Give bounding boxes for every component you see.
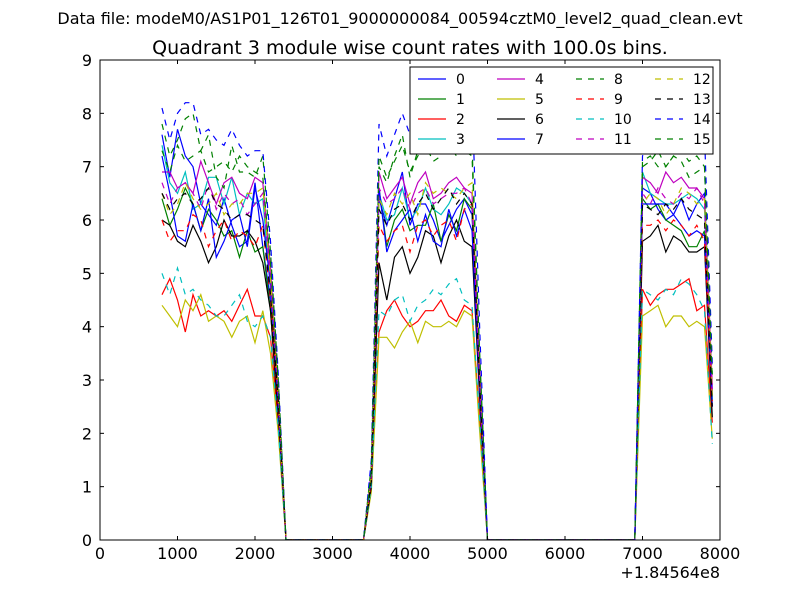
series-line-13 xyxy=(161,186,713,540)
legend-label-9: 9 xyxy=(614,92,623,108)
legend-label-4: 4 xyxy=(535,72,544,88)
x-tick-label: 1000 xyxy=(157,544,198,563)
chart-title: Quadrant 3 module wise count rates with … xyxy=(152,37,668,59)
y-tick-label: 2 xyxy=(82,424,92,443)
legend-label-7: 7 xyxy=(535,132,544,148)
y-tick-label: 9 xyxy=(82,51,92,70)
y-tick-label: 1 xyxy=(82,478,92,497)
y-tick-label: 0 xyxy=(82,531,92,550)
y-tick-label: 3 xyxy=(82,371,92,390)
x-tick-label: 3000 xyxy=(312,544,353,563)
legend-label-12: 12 xyxy=(693,72,711,88)
legend-label-13: 13 xyxy=(693,92,711,108)
series-line-4 xyxy=(162,159,713,540)
x-tick-label: 0 xyxy=(95,544,105,563)
y-tick-label: 7 xyxy=(82,158,92,177)
x-tick-label: 7000 xyxy=(622,544,663,563)
series-line-15 xyxy=(161,133,713,540)
x-tick-label: 8000 xyxy=(700,544,741,563)
series-line-5 xyxy=(161,293,713,540)
series-line-12 xyxy=(161,181,713,540)
y-tick-label: 5 xyxy=(82,264,92,283)
x-tick-label: 6000 xyxy=(545,544,586,563)
legend-label-2: 2 xyxy=(456,112,465,128)
legend-label-0: 0 xyxy=(456,72,465,88)
x-tick-label: 2000 xyxy=(235,544,276,563)
series-line-6 xyxy=(161,218,713,540)
legend-label-6: 6 xyxy=(535,112,544,128)
series-line-3 xyxy=(161,145,713,540)
data-file-suptitle: Data file: modeM0/AS1P01_126T01_90000000… xyxy=(57,9,742,29)
x-tick-label: 5000 xyxy=(467,544,508,563)
legend-label-1: 1 xyxy=(456,92,465,108)
legend-label-14: 14 xyxy=(693,112,711,128)
legend-label-8: 8 xyxy=(614,72,623,88)
legend-label-3: 3 xyxy=(456,132,465,148)
x-offset-label: +1.84564e8 xyxy=(620,563,720,582)
legend-label-10: 10 xyxy=(614,112,632,128)
y-tick-label: 6 xyxy=(82,211,92,230)
legend-label-5: 5 xyxy=(535,92,544,108)
y-tick-label: 4 xyxy=(82,318,92,337)
series-line-7 xyxy=(161,155,713,540)
series-line-11 xyxy=(161,180,713,540)
legend-label-15: 15 xyxy=(693,132,711,148)
legend-label-11: 11 xyxy=(614,132,632,148)
y-tick-label: 8 xyxy=(82,104,92,123)
axes-ticks: 0 1000 2000 3000 4000 5000 6000 7000 80000123456… xyxy=(82,51,741,563)
x-tick-label: 4000 xyxy=(390,544,431,563)
series-line-9 xyxy=(161,202,713,540)
legend-box xyxy=(409,66,714,155)
series-line-2 xyxy=(161,277,713,540)
